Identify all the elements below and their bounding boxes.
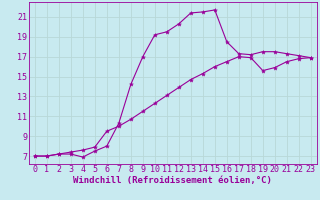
X-axis label: Windchill (Refroidissement éolien,°C): Windchill (Refroidissement éolien,°C) [73, 176, 272, 185]
